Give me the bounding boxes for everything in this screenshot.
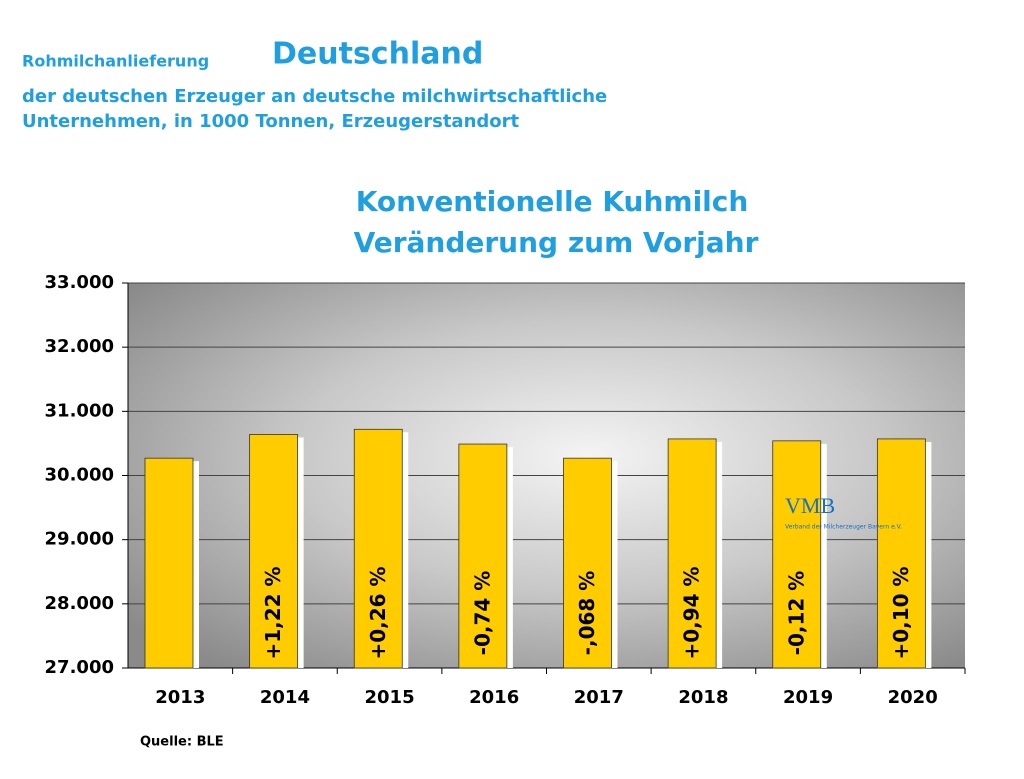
bar-shadow [820,443,827,668]
x-tick-label: 2016 [469,687,519,708]
plot: 27.000 28.000 29.000 30.000 31.000 32.000 33.0… [45,272,966,708]
y-tick-label: 31.000 [45,400,114,421]
bar-annotation: -0,74 % [470,571,494,656]
bar [353,428,403,669]
bar [249,434,299,669]
y-tick-label: 29.000 [45,529,114,550]
y-tick-label: 30.000 [45,465,114,486]
logo-caption: Verband der Milcherzeuger Bayern e.V. [785,524,902,531]
y-tick-label: 28.000 [45,593,114,614]
bar [772,440,822,669]
bar-shadow [925,441,932,668]
source: Quelle: BLE [140,735,224,750]
bar-shadow [193,461,199,668]
x-tick-label: 2017 [574,687,624,708]
bar-shadow [716,441,723,668]
chart-title: Veränderung zum Vorjahr [354,226,759,259]
x-tick-label: 2015 [365,687,415,708]
header-title-small: Rohmilchanlieferung [22,52,209,71]
x-tick-label: 2020 [888,687,938,708]
bar-annotation: +0,94 % [680,566,704,659]
bar-annotation: +0,26 % [366,566,390,659]
bar [563,457,612,669]
y-tick-label: 27.000 [45,657,114,678]
y-tick-label: 32.000 [45,336,114,357]
x-tick-label: 2019 [783,687,833,708]
x-tick-label: 2013 [155,687,205,708]
header-title-big: Deutschland [272,37,483,72]
bar-shadow [402,432,409,668]
bar [667,438,717,669]
bar-annotation: +0,10 % [889,566,913,659]
bar-shadow [297,437,304,668]
logo: VMB [785,493,835,518]
y-tick-label: 33.000 [45,272,114,293]
header-subtitle: der deutschen Erzeuger an deutsche milch… [22,86,607,107]
header-subtitle: Unternehmen, in 1000 Tonnen, Erzeugersta… [22,111,520,132]
bar-annotation: +1,22 % [261,566,285,659]
bar-shadow [506,447,513,668]
bar [876,438,926,669]
x-tick-label: 2018 [678,687,728,708]
x-tick-label: 2014 [260,687,310,708]
bar-annotation: -,068 % [575,571,599,656]
bar [144,457,194,669]
chart-title: Konventionelle Kuhmilch [356,185,749,218]
bar-shadow [611,461,618,668]
bar-annotation: -0,12 % [784,571,808,656]
bar [458,443,508,669]
